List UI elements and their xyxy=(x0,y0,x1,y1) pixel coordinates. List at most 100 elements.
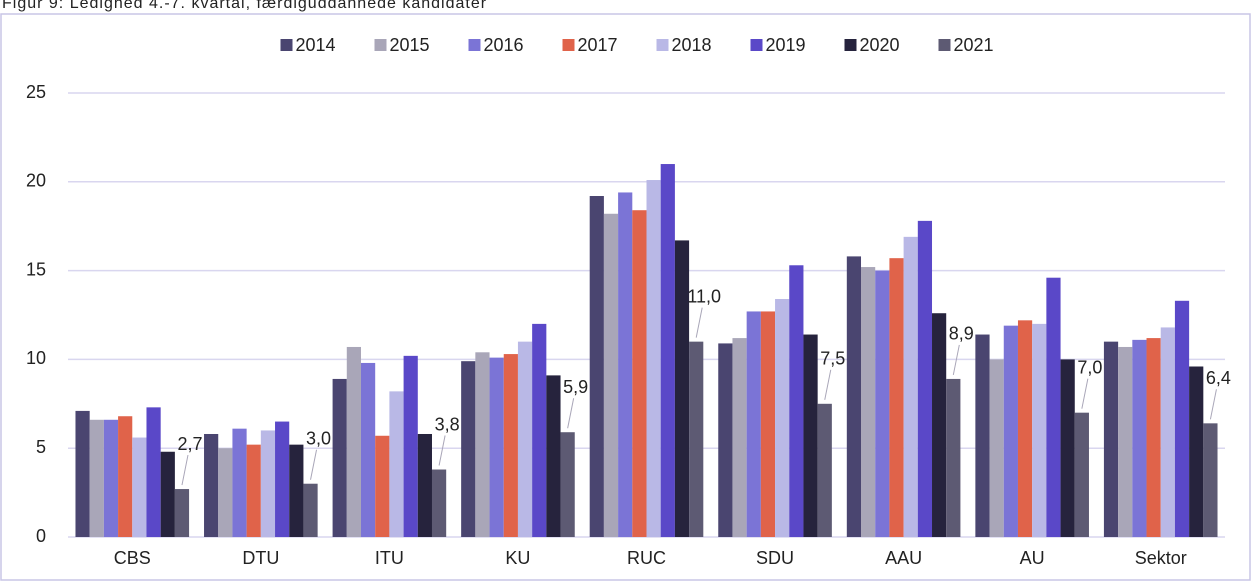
bar xyxy=(775,299,790,537)
legend-label: 2020 xyxy=(860,35,900,55)
leader-line xyxy=(1081,378,1089,409)
legend-label: 2017 xyxy=(578,35,618,55)
y-tick-label: 25 xyxy=(26,82,46,102)
bar xyxy=(461,361,476,537)
bar xyxy=(1003,325,1018,537)
bar xyxy=(1103,341,1119,537)
bar xyxy=(346,346,361,537)
bar xyxy=(1203,423,1218,537)
bar xyxy=(946,378,961,537)
bar xyxy=(603,213,619,537)
bar xyxy=(218,448,233,537)
bar xyxy=(132,437,147,537)
bar xyxy=(817,403,832,537)
leader-line xyxy=(952,344,960,376)
bar xyxy=(289,444,304,537)
x-tick-label: RUC xyxy=(627,548,666,568)
bar xyxy=(1017,320,1033,537)
bar xyxy=(932,313,947,537)
bar xyxy=(275,421,290,537)
legend-swatch xyxy=(374,39,387,51)
bar xyxy=(118,416,133,537)
legend-swatch xyxy=(938,39,951,51)
bar xyxy=(160,451,175,537)
y-tick-label: 0 xyxy=(36,526,46,546)
data-label: 3,8 xyxy=(435,414,460,434)
x-tick-label: KU xyxy=(505,548,530,568)
bar xyxy=(332,378,347,537)
bar xyxy=(75,410,90,537)
bar xyxy=(689,341,704,537)
bar xyxy=(618,192,633,537)
bar xyxy=(489,357,504,537)
bar xyxy=(1046,277,1061,537)
bar xyxy=(760,311,776,537)
x-tick-label: AAU xyxy=(885,548,922,568)
data-label: 6,4 xyxy=(1206,368,1231,388)
bar xyxy=(1074,412,1089,537)
data-label: 2,7 xyxy=(177,434,202,454)
bar xyxy=(475,352,490,537)
legend-label: 2014 xyxy=(296,35,336,55)
bar xyxy=(846,256,862,537)
bar xyxy=(303,483,318,537)
bar xyxy=(732,338,747,537)
bar xyxy=(1146,338,1161,537)
legend-label: 2021 xyxy=(954,35,994,55)
bar xyxy=(1160,327,1175,537)
bar xyxy=(861,267,876,537)
bar xyxy=(503,354,518,537)
bar xyxy=(889,258,904,537)
y-tick-label: 15 xyxy=(26,259,46,279)
legend-label: 2019 xyxy=(766,35,806,55)
bar xyxy=(646,180,661,538)
y-tick-label: 5 xyxy=(36,437,46,457)
bar xyxy=(589,196,604,537)
bar xyxy=(403,355,418,537)
legend-label: 2018 xyxy=(672,35,712,55)
bar xyxy=(174,489,190,537)
legend-swatch xyxy=(844,39,857,51)
bar xyxy=(1032,323,1047,537)
bar xyxy=(746,311,761,537)
bar xyxy=(975,334,990,537)
chart-title: Figur 9: Ledighed 4.-7. kvartal, færdigu… xyxy=(2,0,487,12)
x-tick-label: AU xyxy=(1020,548,1045,568)
bar xyxy=(389,391,404,537)
y-tick-label: 10 xyxy=(26,348,46,368)
bar xyxy=(103,419,119,537)
data-label: 7,5 xyxy=(820,349,845,369)
bar xyxy=(375,435,390,537)
bar xyxy=(532,323,547,537)
data-label: 8,9 xyxy=(949,324,974,344)
bar xyxy=(260,430,276,537)
leader-line xyxy=(695,307,703,338)
bar xyxy=(431,469,447,537)
legend-swatch xyxy=(280,39,293,51)
bar xyxy=(517,341,533,537)
bar xyxy=(917,220,933,537)
bar xyxy=(903,236,918,537)
bar xyxy=(146,407,161,537)
leader-line xyxy=(1209,389,1217,420)
data-label: 7,0 xyxy=(1077,357,1102,377)
leader-line xyxy=(438,435,446,466)
bar xyxy=(232,428,247,537)
bar xyxy=(718,343,733,537)
legend-label: 2015 xyxy=(390,35,430,55)
chart-frame xyxy=(0,13,1251,581)
bar xyxy=(674,240,690,537)
bar xyxy=(875,270,890,537)
bar xyxy=(789,265,804,537)
bar xyxy=(1132,339,1147,537)
bar xyxy=(246,444,261,537)
leader-line xyxy=(567,398,575,429)
y-tick-label: 20 xyxy=(26,171,46,191)
bar xyxy=(89,419,104,537)
leader-line xyxy=(181,454,189,486)
bar xyxy=(803,334,818,537)
leader-line xyxy=(310,449,318,480)
x-tick-label: Sektor xyxy=(1135,548,1187,568)
bar xyxy=(1189,366,1204,537)
legend-swatch xyxy=(750,39,763,51)
